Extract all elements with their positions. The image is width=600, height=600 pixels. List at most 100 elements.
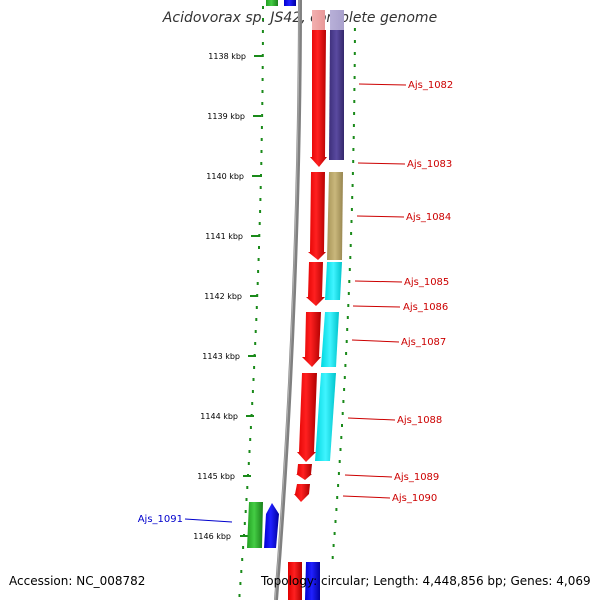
accession-text: Accession: NC_008782	[9, 574, 146, 588]
guide-dot	[251, 402, 254, 405]
guide-dot	[337, 472, 340, 475]
guide-dot	[353, 88, 356, 91]
cog-blocks	[315, 30, 344, 461]
kbp-label: 1146 kbp	[193, 532, 231, 541]
gene-arrow-ajs-1087[interactable]	[302, 312, 321, 367]
gene-arrow-ajs-1088[interactable]	[297, 373, 317, 462]
gene-label-ajs-1085[interactable]: Ajs_1085	[404, 277, 449, 288]
guide-dot	[342, 400, 345, 403]
guide-dot	[349, 244, 352, 247]
guide-dot	[352, 148, 355, 151]
guide-dot	[261, 42, 264, 45]
guide-dot	[331, 556, 334, 559]
guide-dot	[353, 28, 356, 31]
gene-label-ajs-1084[interactable]: Ajs_1084	[406, 212, 451, 223]
cog-block[interactable]	[329, 30, 344, 160]
guide-dot	[352, 160, 355, 163]
guide-dot	[350, 220, 353, 223]
guide-dot	[260, 126, 263, 129]
leader-line	[356, 215, 405, 218]
guide-dot	[346, 316, 349, 319]
gene-arrow-ajs-1082[interactable]	[310, 30, 327, 167]
guide-dot	[244, 510, 247, 513]
kbp-label: 1142 kbp	[204, 292, 242, 301]
dotted-guide-lines	[238, 6, 356, 597]
gene-label-ajs-1088[interactable]: Ajs_1088	[397, 415, 442, 426]
guide-dot	[352, 136, 355, 139]
guide-dot	[346, 328, 349, 331]
guide-dot	[351, 196, 354, 199]
clipped-genes-top	[266, 0, 296, 6]
gene-arrow[interactable]	[266, 0, 278, 6]
guide-dot	[262, 6, 264, 9]
gene-arrow[interactable]	[288, 562, 302, 600]
gene-arrow[interactable]	[284, 0, 296, 6]
faded-gene	[312, 10, 325, 30]
guide-dot	[345, 340, 348, 343]
guide-dot	[262, 18, 264, 21]
guide-dot	[260, 174, 262, 177]
guide-dot	[258, 222, 261, 225]
cog-block[interactable]	[321, 312, 339, 367]
cog-block[interactable]	[327, 172, 343, 260]
gene-arrow-ajs-1091[interactable]	[264, 503, 279, 548]
guide-dot	[242, 546, 245, 549]
guide-dot	[261, 90, 264, 93]
guide-dot	[245, 498, 248, 501]
guide-dot	[259, 186, 262, 189]
faded-genes-top	[312, 10, 344, 30]
gene-arrow-ajs-1090[interactable]	[294, 484, 310, 502]
guide-dot	[255, 306, 258, 309]
guide-dot	[243, 522, 246, 525]
guide-dot	[251, 390, 254, 393]
guide-dot	[351, 172, 354, 175]
guide-dot	[260, 150, 263, 153]
gene-label-ajs-1086[interactable]: Ajs_1086	[403, 302, 448, 313]
guide-dot	[261, 102, 264, 105]
leader-line	[351, 339, 400, 343]
guide-dot	[340, 436, 343, 439]
gene-label-ajs-1089[interactable]: Ajs_1089	[394, 472, 439, 483]
guide-dot	[347, 292, 350, 295]
reverse-strand-genes	[247, 502, 279, 548]
gene-arrow-green[interactable]	[247, 502, 263, 548]
gene-arrow-ajs-1084[interactable]	[308, 172, 326, 260]
guide-dot	[258, 246, 260, 249]
guide-dot	[254, 330, 257, 333]
guide-dot	[261, 30, 264, 33]
guide-dot	[247, 462, 250, 465]
gene-label-ajs-1087[interactable]: Ajs_1087	[401, 337, 446, 348]
guide-dot	[343, 376, 346, 379]
guide-dot	[260, 162, 263, 165]
guide-dot	[348, 280, 351, 283]
leader-line	[357, 162, 406, 165]
gene-label-ajs-1090[interactable]: Ajs_1090	[392, 493, 437, 504]
leader-line	[354, 280, 403, 283]
gene-label-ajs-1083[interactable]: Ajs_1083	[407, 159, 452, 170]
gene-arrow-ajs-1089[interactable]	[296, 464, 312, 480]
cog-block[interactable]	[315, 373, 336, 461]
gene-label-ajs-1082[interactable]: Ajs_1082	[408, 80, 453, 91]
guide-dot	[353, 64, 356, 67]
gene-label-ajs-1091[interactable]: Ajs_1091	[138, 514, 183, 525]
guide-dot	[241, 558, 244, 561]
guide-dot	[353, 112, 356, 115]
guide-dot	[336, 496, 339, 499]
guide-dot	[259, 210, 262, 213]
kbp-label: 1140 kbp	[206, 172, 244, 181]
kbp-label: 1144 kbp	[200, 412, 238, 421]
gene-arrow[interactable]	[305, 562, 320, 600]
guide-dot	[256, 282, 259, 285]
guide-dot	[248, 450, 251, 453]
guide-dot	[254, 342, 257, 345]
guide-dot	[353, 100, 356, 103]
guide-dot	[238, 594, 241, 597]
guide-dot	[252, 378, 255, 381]
gene-arrow-ajs-1085[interactable]	[306, 262, 325, 306]
cog-block[interactable]	[325, 262, 342, 300]
guide-dot	[240, 570, 243, 573]
guide-dot	[249, 426, 252, 429]
faded-cog-block	[330, 10, 344, 30]
